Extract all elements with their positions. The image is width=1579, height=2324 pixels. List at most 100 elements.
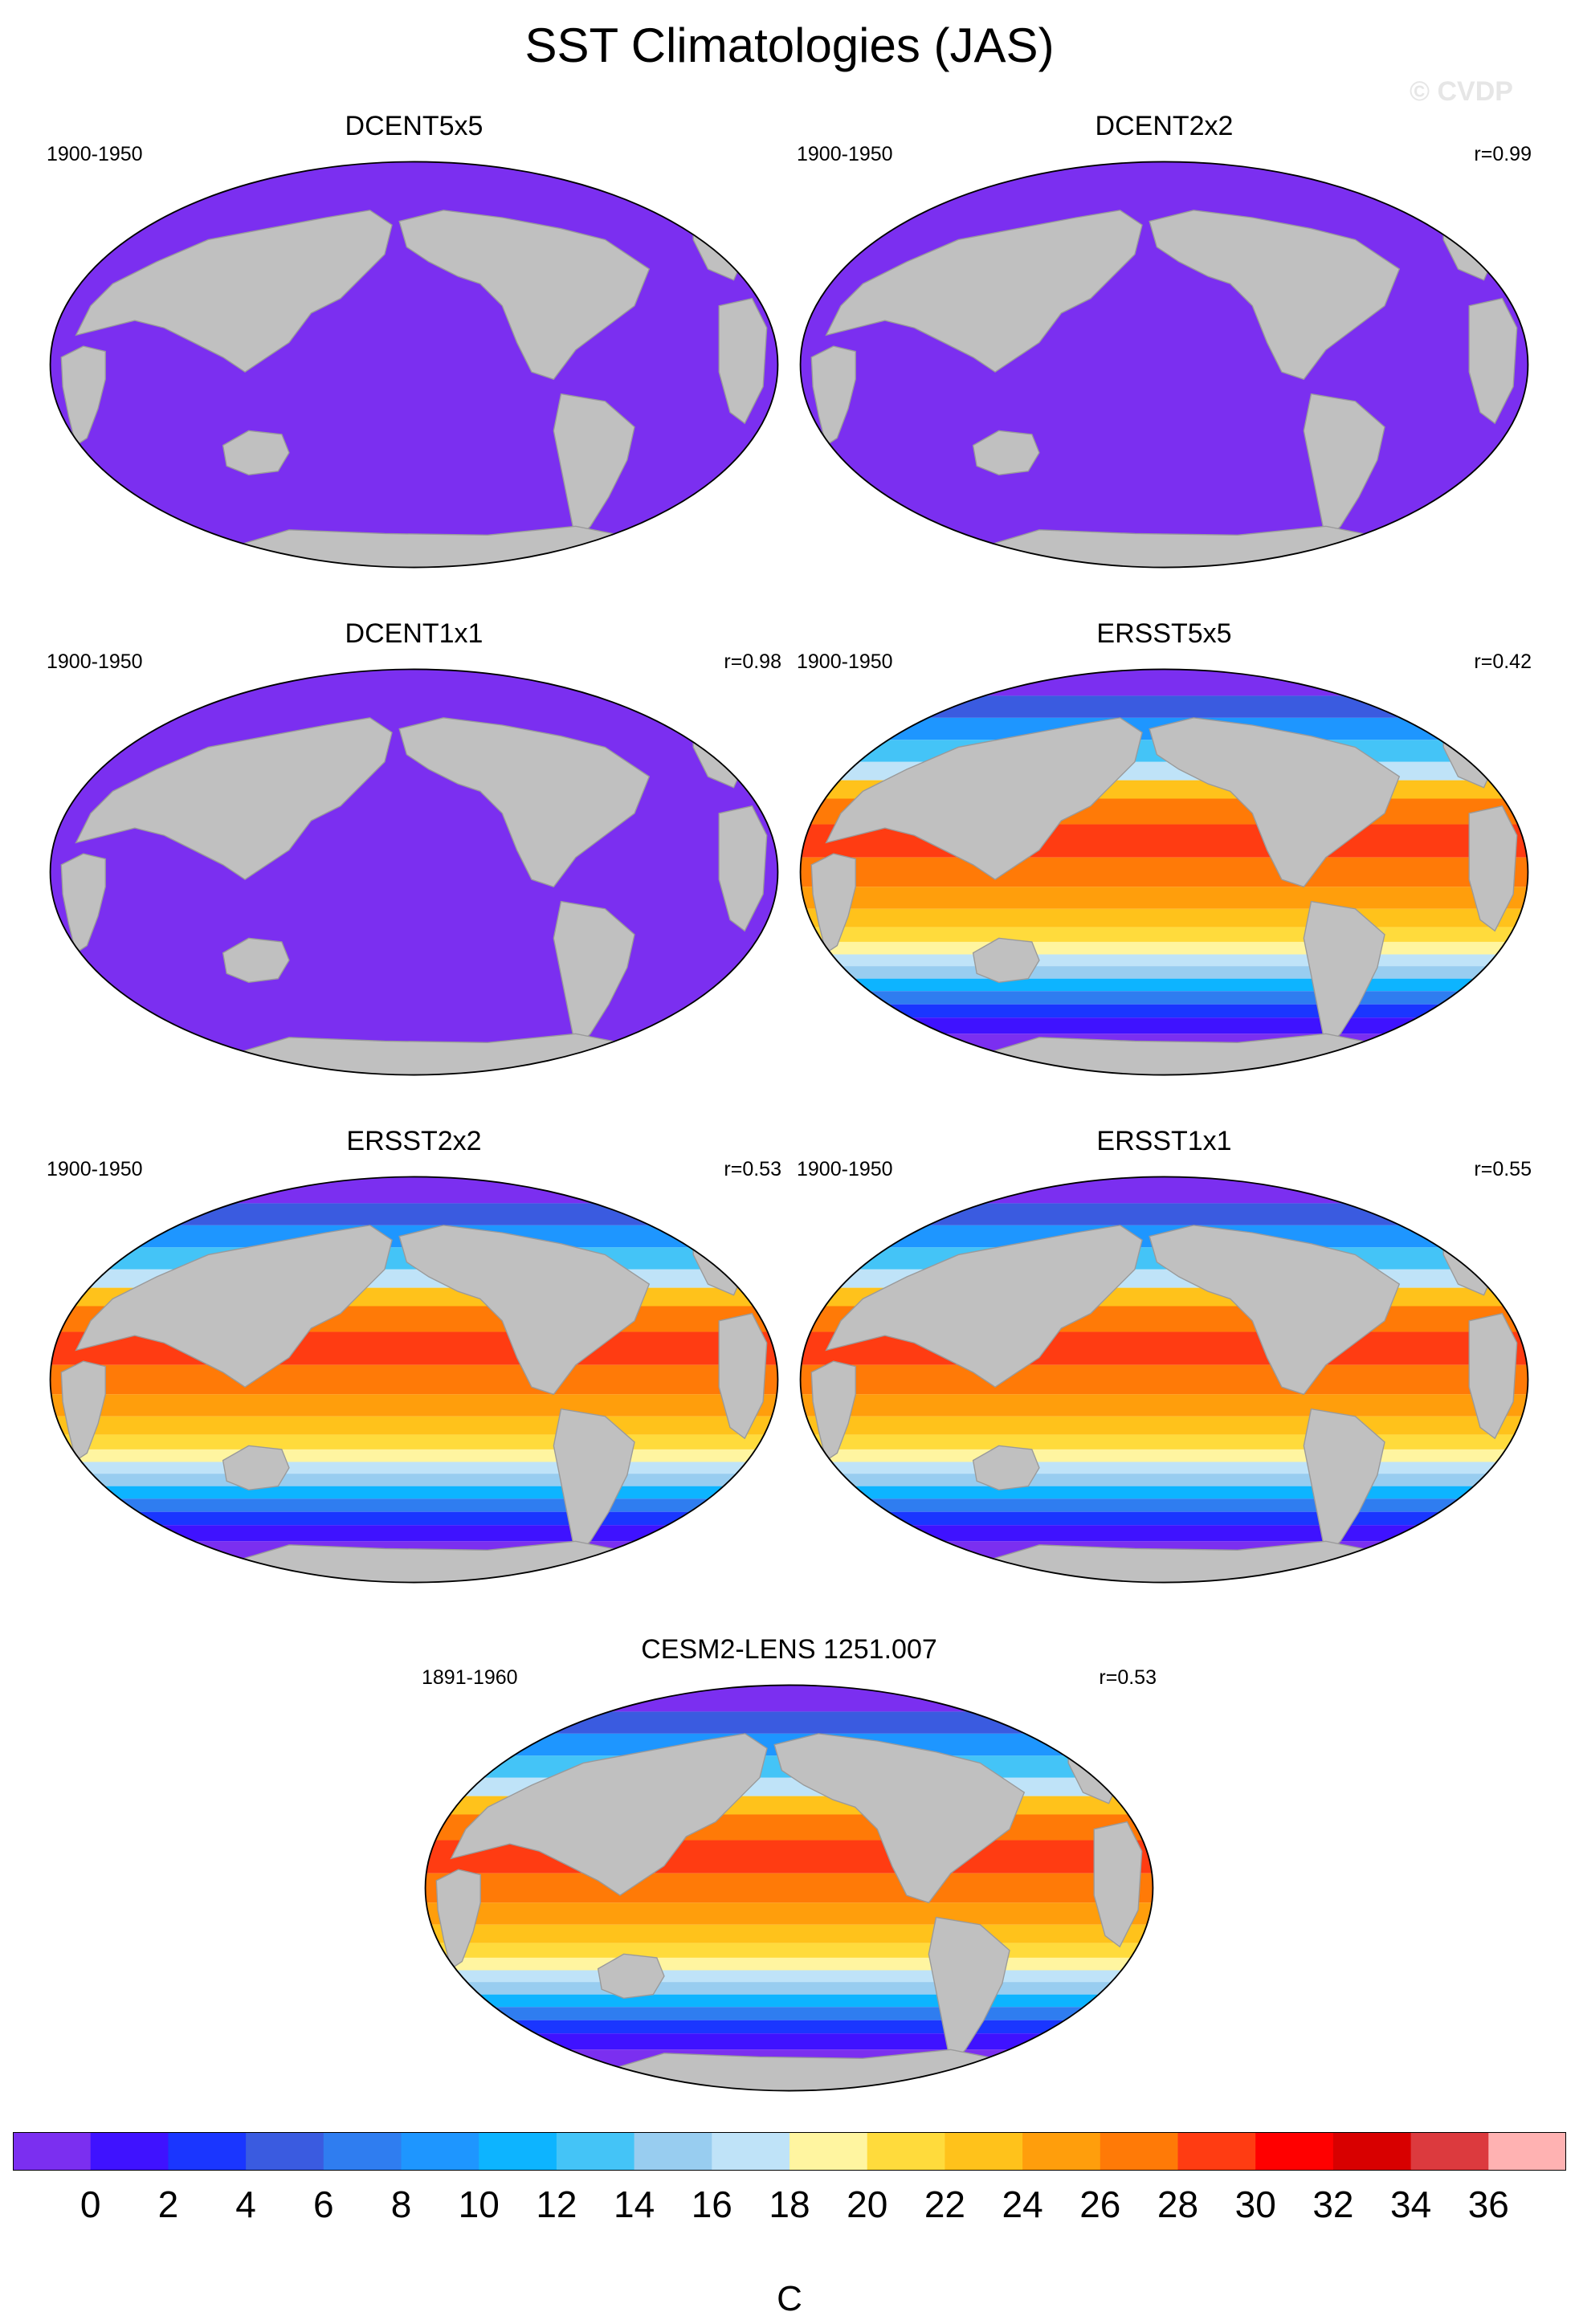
sst-band xyxy=(800,1525,1528,1542)
world-map xyxy=(49,161,779,569)
panel-title: ERSST5x5 xyxy=(1096,618,1232,649)
world-map xyxy=(799,1176,1529,1584)
colorbar-tick-label: 16 xyxy=(692,2183,732,2225)
world-map xyxy=(49,1176,779,1584)
sst-band xyxy=(50,1434,778,1449)
sst-band xyxy=(425,2007,1153,2020)
sst-band xyxy=(800,1486,1528,1499)
land-mass xyxy=(597,1953,665,1999)
world-map xyxy=(799,668,1529,1076)
land-mass xyxy=(435,1869,481,1970)
colorbar-swatch xyxy=(479,2132,557,2171)
land-mass xyxy=(810,853,856,954)
land-mass xyxy=(398,717,651,888)
sst-band xyxy=(800,1434,1528,1449)
land-mass xyxy=(75,210,393,373)
sst-band xyxy=(800,978,1528,992)
land-mass xyxy=(825,210,1143,373)
panel-years: 1900-1950 xyxy=(47,143,143,165)
sst-band xyxy=(50,1449,778,1462)
sst-band xyxy=(800,1017,1528,1034)
panel-title: CESM2-LENS 1251.007 xyxy=(641,1634,937,1665)
sst-band xyxy=(425,1943,1153,1958)
colorbar-tick-label: 24 xyxy=(1002,2183,1043,2225)
colorbar-tick-label: 0 xyxy=(80,2183,101,2225)
colorbar-unit: C xyxy=(777,2279,802,2318)
sst-band xyxy=(800,1498,1528,1512)
sst-band xyxy=(800,927,1528,942)
colorbar-swatch xyxy=(556,2132,635,2171)
map-panel: ERSST1x1 1900-1950 r=0.55 xyxy=(797,1126,1532,1584)
colorbar-swatch xyxy=(1177,2132,1256,2171)
map-outline xyxy=(799,161,1529,569)
map-panel: ERSST5x5 1900-1950 r=0.42 xyxy=(797,618,1532,1076)
land-mass xyxy=(1149,717,1401,888)
panel-title: ERSST1x1 xyxy=(1096,1126,1232,1156)
sst-band xyxy=(800,1462,1528,1474)
sst-band xyxy=(50,1203,778,1225)
colorbar-tick-label: 28 xyxy=(1157,2183,1198,2225)
colorbar-swatch xyxy=(401,2132,479,2171)
panel-years: 1891-1960 xyxy=(422,1666,518,1689)
panel-years: 1900-1950 xyxy=(797,143,893,165)
sst-band xyxy=(50,1474,778,1486)
map-outline xyxy=(49,668,779,1076)
sst-band xyxy=(800,954,1528,967)
sst-band xyxy=(50,1525,778,1542)
panel-title: DCENT1x1 xyxy=(345,618,483,649)
sst-band xyxy=(800,857,1528,887)
colorbar-tick-label: 10 xyxy=(459,2183,500,2225)
panel-correlation: r=0.53 xyxy=(1099,1666,1157,1689)
sst-band xyxy=(800,1203,1528,1225)
panel-title: DCENT5x5 xyxy=(345,111,483,141)
colorbar-swatch xyxy=(90,2132,169,2171)
colorbar-swatch xyxy=(1255,2132,1334,2171)
panel-correlation: r=0.55 xyxy=(1474,1158,1532,1180)
sst-band xyxy=(800,1176,1528,1204)
land-mass xyxy=(222,1445,290,1490)
colorbar-tick-label: 34 xyxy=(1390,2183,1431,2225)
land-mass xyxy=(398,1225,651,1396)
figure-title: SST Climatologies (JAS) xyxy=(524,18,1055,72)
land-mass xyxy=(1303,1408,1385,1557)
land-mass xyxy=(810,345,856,446)
sst-band xyxy=(50,1498,778,1512)
sst-band xyxy=(50,1416,778,1435)
land-mass xyxy=(553,900,635,1050)
sst-band xyxy=(425,1873,1153,1903)
sst-band xyxy=(50,1486,778,1499)
land-mass xyxy=(718,1312,768,1440)
land-mass xyxy=(1468,297,1518,425)
sst-band xyxy=(425,2033,1153,2050)
colorbar-swatch xyxy=(634,2132,712,2171)
world-map xyxy=(424,1684,1154,2092)
sst-band xyxy=(800,991,1528,1005)
land-mass xyxy=(60,853,106,954)
colorbar-swatch xyxy=(1488,2132,1567,2171)
sst-band xyxy=(50,1462,778,1474)
map-panel: DCENT5x5 1900-1950 xyxy=(47,111,781,569)
sst-band xyxy=(800,908,1528,928)
colorbar-tick-label: 12 xyxy=(536,2183,577,2225)
colorbar-swatch xyxy=(867,2132,945,2171)
land-mass xyxy=(972,1445,1040,1490)
map-outline xyxy=(49,1176,779,1584)
sst-band xyxy=(425,1924,1153,1943)
sst-band xyxy=(800,1449,1528,1462)
colorbar-tick-label: 22 xyxy=(924,2183,965,2225)
sst-band xyxy=(800,1394,1528,1417)
colorbar-border xyxy=(13,2132,1566,2171)
panel-correlation: r=0.42 xyxy=(1474,650,1532,673)
colorbar-tick-label: 30 xyxy=(1235,2183,1276,2225)
land-mass xyxy=(1093,1820,1143,1948)
sst-band xyxy=(800,1416,1528,1435)
colorbar-swatch xyxy=(790,2132,868,2171)
land-mass xyxy=(222,937,290,983)
panel-title: ERSST2x2 xyxy=(346,1126,482,1156)
sst-band xyxy=(800,695,1528,718)
sst-band xyxy=(425,1685,1153,1712)
map-panel: DCENT2x2 1900-1950 r=0.99 xyxy=(797,111,1532,569)
land-mass xyxy=(825,717,1143,880)
land-mass xyxy=(718,297,768,425)
colorbar-swatch xyxy=(1410,2132,1489,2171)
